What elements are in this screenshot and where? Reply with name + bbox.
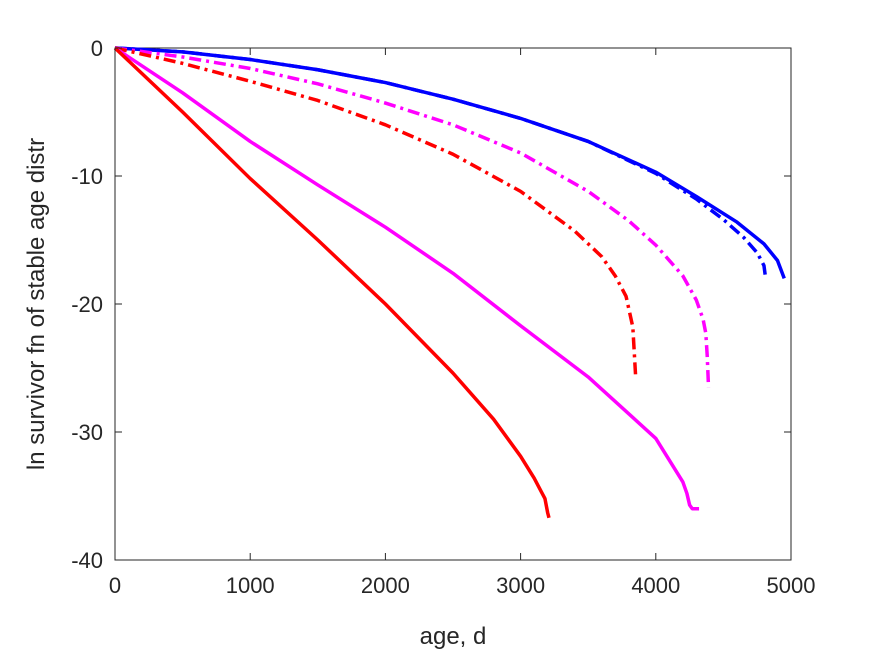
x-tick-label: 5000	[767, 573, 816, 598]
series-line-4	[114, 46, 638, 375]
y-tick-label: -40	[71, 548, 103, 573]
y-tick-label: -30	[71, 420, 103, 445]
y-tick-label: -20	[71, 292, 103, 317]
series-line-2	[114, 46, 768, 277]
plot-area: 0 1000 2000 3000 4000 5000 0 -10 -20 -30 -40	[71, 36, 815, 598]
ticks-layer: 0 1000 2000 3000 4000 5000 0 -10 -20 -30 -40	[71, 36, 815, 598]
x-tick-label: 0	[109, 573, 121, 598]
y-axis-label: ln survivor fn of stable age distr	[23, 138, 50, 470]
x-tick-label: 2000	[361, 573, 410, 598]
series-line-3	[114, 46, 711, 388]
x-tick-label: 3000	[496, 573, 545, 598]
x-tick-label: 1000	[226, 573, 275, 598]
series-line-1	[114, 46, 786, 280]
x-tick-label: 4000	[631, 573, 680, 598]
plot-frame	[114, 47, 792, 561]
y-tick-label: -10	[71, 164, 103, 189]
series-line-5	[114, 46, 700, 511]
y-tick-label: 0	[91, 36, 103, 61]
series-line-6	[113, 46, 551, 519]
series-layer	[113, 46, 786, 519]
x-axis-label: age, d	[420, 623, 487, 650]
